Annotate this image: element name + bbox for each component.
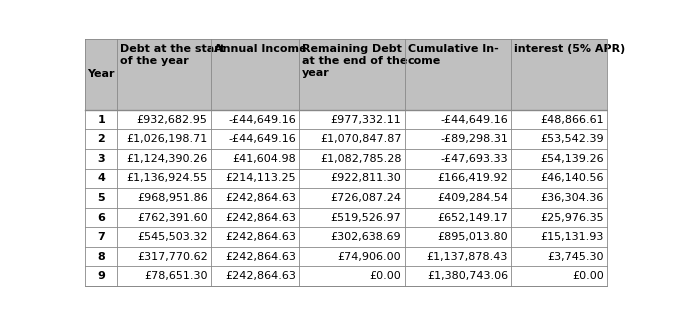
Text: £519,526.97: £519,526.97	[331, 213, 402, 223]
Text: £53,542.39: £53,542.39	[540, 134, 604, 144]
Bar	[86, 267, 607, 286]
Text: £48,866.61: £48,866.61	[540, 115, 604, 125]
Text: Annual Income: Annual Income	[214, 43, 306, 53]
Text: interest (5% APR): interest (5% APR)	[514, 43, 626, 53]
Text: 1: 1	[97, 115, 105, 125]
Text: £0.00: £0.00	[370, 271, 402, 281]
Text: Debt at the start
of the year: Debt at the start of the year	[120, 43, 225, 66]
Text: £41,604.98: £41,604.98	[232, 154, 296, 164]
Text: -£44,649.16: -£44,649.16	[228, 115, 296, 125]
Bar	[211, 39, 299, 110]
Text: £46,140.56: £46,140.56	[541, 173, 604, 183]
Text: £242,864.63: £242,864.63	[225, 213, 296, 223]
Text: £977,332.11: £977,332.11	[331, 115, 402, 125]
Bar	[86, 168, 607, 188]
Text: £242,864.63: £242,864.63	[225, 252, 296, 262]
Bar	[86, 129, 607, 149]
Text: £0.00: £0.00	[572, 271, 604, 281]
Text: £1,070,847.87: £1,070,847.87	[320, 134, 402, 144]
Bar	[299, 39, 404, 110]
Text: £1,124,390.26: £1,124,390.26	[126, 154, 208, 164]
Text: £242,864.63: £242,864.63	[225, 193, 296, 203]
Text: £25,976.35: £25,976.35	[540, 213, 604, 223]
Text: Remaining Debt
at the end of the
year: Remaining Debt at the end of the year	[302, 43, 408, 78]
Text: Year: Year	[87, 70, 115, 80]
Text: 4: 4	[97, 173, 105, 183]
Text: £726,087.24: £726,087.24	[330, 193, 402, 203]
Text: £242,864.63: £242,864.63	[225, 232, 296, 242]
Text: Cumulative In-
come: Cumulative In- come	[408, 43, 498, 66]
Text: £15,131.93: £15,131.93	[541, 232, 604, 242]
Text: £54,139.26: £54,139.26	[540, 154, 604, 164]
Text: £214,113.25: £214,113.25	[225, 173, 296, 183]
Text: £1,136,924.55: £1,136,924.55	[126, 173, 208, 183]
Text: £1,026,198.71: £1,026,198.71	[126, 134, 208, 144]
Text: £652,149.17: £652,149.17	[437, 213, 508, 223]
Text: 5: 5	[97, 193, 105, 203]
Text: £242,864.63: £242,864.63	[225, 271, 296, 281]
Text: £78,651.30: £78,651.30	[144, 271, 208, 281]
Text: £166,419.92: £166,419.92	[437, 173, 508, 183]
Bar	[404, 39, 511, 110]
Text: £317,770.62: £317,770.62	[137, 252, 208, 262]
Bar	[86, 247, 607, 267]
Bar	[86, 39, 117, 110]
Bar	[86, 149, 607, 168]
Text: £1,137,878.43: £1,137,878.43	[427, 252, 508, 262]
Text: £3,745.30: £3,745.30	[547, 252, 604, 262]
Text: 3: 3	[97, 154, 105, 164]
Text: 8: 8	[97, 252, 105, 262]
Text: £968,951.86: £968,951.86	[137, 193, 208, 203]
Text: £922,811.30: £922,811.30	[331, 173, 402, 183]
Bar	[86, 227, 607, 247]
Text: 6: 6	[97, 213, 105, 223]
Text: -£44,649.16: -£44,649.16	[440, 115, 508, 125]
Bar	[86, 188, 607, 208]
Text: £302,638.69: £302,638.69	[331, 232, 402, 242]
Bar	[86, 110, 607, 129]
Text: -£47,693.33: -£47,693.33	[441, 154, 508, 164]
Text: £409,284.54: £409,284.54	[437, 193, 508, 203]
Text: -£89,298.31: -£89,298.31	[440, 134, 508, 144]
Text: £74,906.00: £74,906.00	[338, 252, 402, 262]
Text: £895,013.80: £895,013.80	[437, 232, 508, 242]
Text: 7: 7	[97, 232, 105, 242]
Text: £36,304.36: £36,304.36	[541, 193, 604, 203]
Text: £545,503.32: £545,503.32	[137, 232, 208, 242]
Text: -£44,649.16: -£44,649.16	[228, 134, 296, 144]
Bar	[511, 39, 607, 110]
Text: £762,391.60: £762,391.60	[137, 213, 208, 223]
Text: £1,380,743.06: £1,380,743.06	[427, 271, 508, 281]
Bar	[117, 39, 211, 110]
Text: 2: 2	[97, 134, 105, 144]
Text: £932,682.95: £932,682.95	[137, 115, 208, 125]
Text: £1,082,785.28: £1,082,785.28	[320, 154, 402, 164]
Text: 9: 9	[97, 271, 105, 281]
Bar	[86, 208, 607, 227]
